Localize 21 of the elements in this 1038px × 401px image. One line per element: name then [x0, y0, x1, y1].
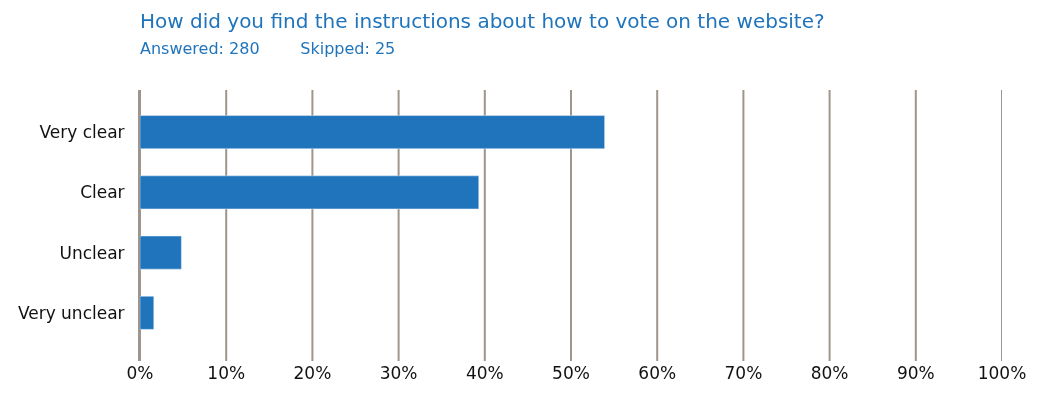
x-tick-label: 40% — [465, 363, 504, 383]
y-tick-label: Unclear — [59, 242, 125, 263]
bar — [140, 175, 480, 210]
y-tick-label: Clear — [80, 182, 125, 203]
x-tick-label: 50% — [552, 363, 590, 383]
x-tick-label: 10% — [207, 363, 246, 383]
y-tick-label: Very unclear — [17, 302, 125, 323]
y-tick-label: Very clear — [39, 122, 125, 143]
x-tick-label: 80% — [810, 363, 849, 383]
x-tick-label: 20% — [293, 363, 332, 383]
x-tick-label: 60% — [638, 363, 677, 383]
chart-subtitle: Answered: 280 Skipped: 25 — [140, 39, 396, 59]
x-tick-label: 90% — [896, 363, 935, 383]
x-tick-label: 30% — [379, 363, 418, 383]
bar — [140, 235, 182, 270]
chart-title: How did you find the instructions about how to vote on the website? — [140, 9, 825, 34]
x-tick-label: 70% — [724, 363, 763, 383]
x-tick-label: 100% — [977, 363, 1027, 383]
bar — [140, 115, 605, 149]
x-tick-label: 0% — [126, 363, 154, 383]
bar — [140, 296, 155, 330]
